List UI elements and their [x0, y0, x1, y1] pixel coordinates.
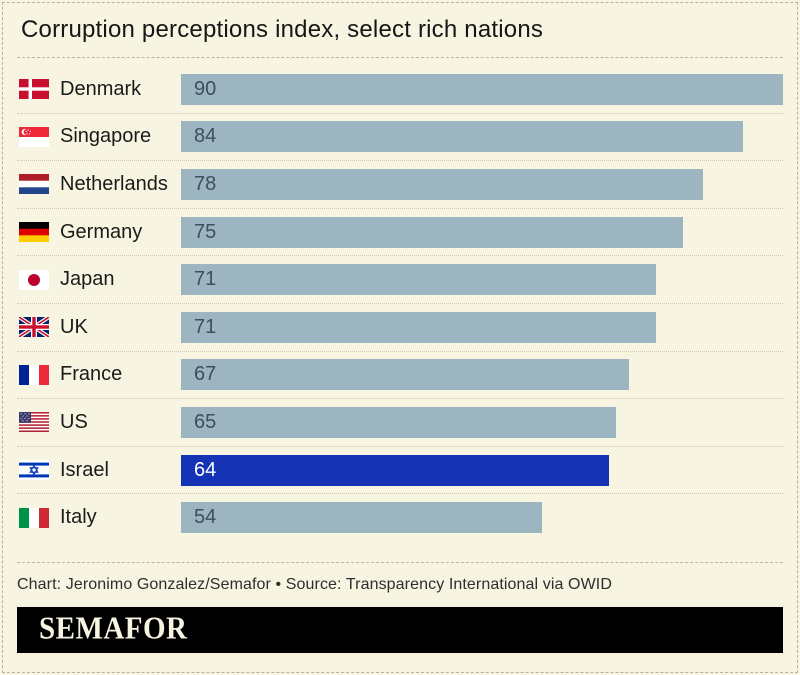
flag-netherlands-icon	[19, 174, 49, 195]
bar: 54	[181, 502, 543, 534]
bar-track: 67	[181, 359, 783, 391]
country-cell: US	[17, 411, 181, 434]
credits-line: Chart: Jeronimo Gonzalez/Semafor • Sourc…	[17, 575, 612, 593]
bar-value-label: 67	[194, 363, 217, 386]
chart-row: US 65	[17, 398, 783, 446]
flag-uk-icon	[19, 317, 49, 338]
bar: 64	[181, 454, 610, 486]
bar: 84	[181, 121, 743, 153]
chart-row-highlighted: Israel 64	[17, 445, 783, 494]
country-cell: Italy	[17, 506, 181, 529]
country-cell: Denmark	[17, 78, 181, 101]
chart-row: Netherlands 78	[17, 160, 783, 208]
bar-track: 78	[181, 168, 783, 200]
country-label: Singapore	[60, 125, 152, 148]
country-label: Italy	[60, 506, 97, 529]
chart-row: UK 71	[17, 302, 783, 351]
chart-row: Italy 54	[17, 493, 783, 541]
country-label: Denmark	[60, 77, 142, 100]
chart-row: Germany 75	[17, 207, 783, 256]
country-cell: Israel	[17, 459, 181, 482]
chart-row: Singapore 84	[17, 112, 783, 161]
semafor-logo-bar: SEMAFOR	[17, 606, 783, 653]
bar-value-label: 71	[194, 315, 217, 338]
country-label: UK	[60, 315, 88, 338]
chart-row: France 67	[17, 350, 783, 399]
bar-chart: Denmark 90 Singapore 84 Netherlands 78	[17, 58, 783, 563]
bar: 90	[181, 73, 783, 105]
bar-track: 84	[181, 121, 783, 153]
bar-track: 71	[181, 264, 783, 296]
bar-value-label: 65	[194, 410, 217, 433]
bar-value-label: 64	[194, 458, 217, 481]
country-label: Netherlands	[60, 172, 168, 195]
bar-value-label: 90	[194, 77, 217, 100]
country-cell: Germany	[17, 221, 181, 244]
flag-japan-icon	[19, 269, 49, 290]
country-label: US	[60, 410, 88, 433]
bar-value-label: 71	[194, 268, 217, 291]
country-label: France	[60, 363, 123, 386]
bar-track: 90	[181, 73, 783, 105]
bar-value-label: 54	[194, 506, 217, 529]
bar-track: 64	[181, 454, 783, 486]
bar: 71	[181, 264, 656, 296]
bar-value-label: 78	[194, 172, 217, 195]
bar: 78	[181, 168, 703, 200]
semafor-logo: SEMAFOR	[39, 612, 188, 647]
flag-france-icon	[19, 364, 49, 385]
chart-row: Denmark 90	[17, 66, 783, 113]
country-cell: France	[17, 363, 181, 386]
bar-track: 71	[181, 311, 783, 343]
chart-title: Corruption perceptions index, select ric…	[17, 0, 783, 58]
bar: 67	[181, 359, 630, 391]
bar-track: 54	[181, 502, 783, 534]
country-cell: Netherlands	[17, 173, 181, 196]
country-label: Germany	[60, 220, 143, 243]
bar: 75	[181, 216, 683, 248]
flag-us-icon	[19, 412, 49, 433]
flag-israel-icon	[19, 460, 49, 481]
flag-italy-icon	[19, 507, 49, 528]
chart-row: Japan 71	[17, 255, 783, 303]
flag-denmark-icon	[19, 79, 49, 100]
country-label: Israel	[60, 458, 109, 481]
bar-value-label: 75	[194, 220, 217, 243]
country-cell: Singapore	[17, 125, 181, 148]
bar-value-label: 84	[194, 125, 217, 148]
bar: 71	[181, 311, 656, 343]
flag-germany-icon	[19, 222, 49, 243]
bar-track: 75	[181, 216, 783, 248]
flag-singapore-icon	[19, 126, 49, 147]
bar: 65	[181, 406, 616, 438]
chart-card: Corruption perceptions index, select ric…	[17, 0, 783, 653]
country-cell: UK	[17, 316, 181, 339]
bar-track: 65	[181, 406, 783, 438]
country-cell: Japan	[17, 268, 181, 291]
country-label: Japan	[60, 268, 115, 291]
